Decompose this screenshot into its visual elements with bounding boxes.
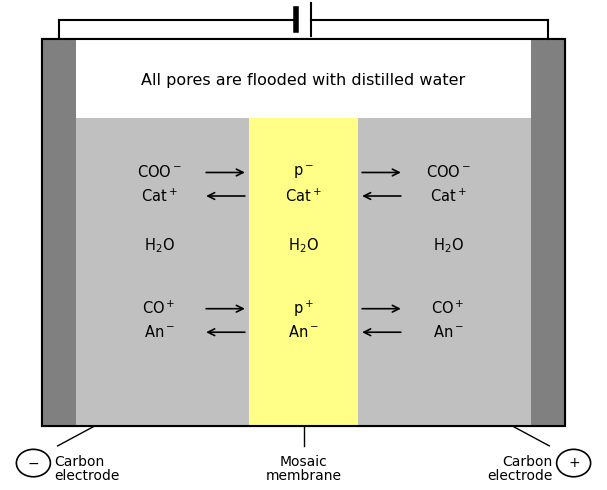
Bar bbox=[531, 39, 565, 426]
Text: $-$: $-$ bbox=[27, 456, 39, 470]
Text: All pores are flooded with distilled water: All pores are flooded with distilled wat… bbox=[141, 74, 466, 88]
Bar bbox=[42, 39, 565, 426]
Text: electrode: electrode bbox=[55, 469, 120, 483]
Text: COO$^-$: COO$^-$ bbox=[137, 165, 181, 180]
Text: p$^-$: p$^-$ bbox=[293, 164, 314, 181]
Bar bbox=[358, 118, 531, 426]
Text: CO$^+$: CO$^+$ bbox=[142, 300, 176, 318]
Text: CO$^+$: CO$^+$ bbox=[431, 300, 465, 318]
Text: Carbon: Carbon bbox=[55, 455, 105, 468]
Text: electrode: electrode bbox=[487, 469, 552, 483]
Text: Cat$^+$: Cat$^+$ bbox=[141, 187, 177, 205]
Text: p$^+$: p$^+$ bbox=[293, 298, 314, 319]
Bar bbox=[42, 39, 565, 426]
Text: $+$: $+$ bbox=[568, 456, 580, 470]
Text: H$_2$O: H$_2$O bbox=[433, 237, 463, 255]
Bar bbox=[76, 39, 531, 118]
Bar bbox=[76, 118, 249, 426]
Text: Cat$^+$: Cat$^+$ bbox=[430, 187, 466, 205]
Text: H$_2$O: H$_2$O bbox=[144, 237, 174, 255]
Text: membrane: membrane bbox=[265, 469, 342, 483]
Text: An$^-$: An$^-$ bbox=[144, 324, 174, 340]
Text: Mosaic: Mosaic bbox=[280, 455, 327, 468]
Bar bbox=[42, 39, 76, 426]
Text: H$_2$O: H$_2$O bbox=[288, 237, 319, 255]
Text: COO$^-$: COO$^-$ bbox=[426, 165, 470, 180]
Text: An$^-$: An$^-$ bbox=[288, 324, 319, 340]
Text: An$^-$: An$^-$ bbox=[433, 324, 463, 340]
Text: Cat$^+$: Cat$^+$ bbox=[285, 187, 322, 205]
Bar bbox=[249, 118, 358, 426]
Text: Carbon: Carbon bbox=[502, 455, 552, 468]
